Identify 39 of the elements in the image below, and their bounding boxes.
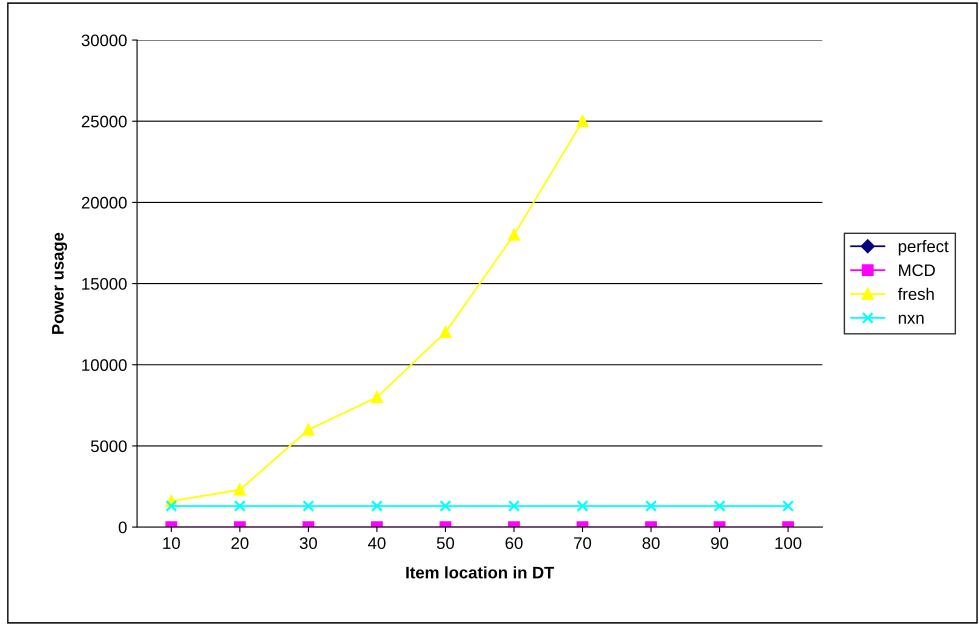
x-tick-label: 90 <box>711 537 728 550</box>
y-tick-label: 5000 <box>90 440 127 452</box>
point <box>371 500 383 512</box>
point <box>576 500 588 512</box>
x-tick-label: 60 <box>506 537 523 550</box>
y-tick-label: 30000 <box>82 34 127 46</box>
y-tick-label: 25000 <box>82 116 127 128</box>
x-tick-label: 80 <box>642 537 660 550</box>
x-tick-label: 10 <box>163 537 180 550</box>
point <box>645 500 657 512</box>
x-axis-title: Item location in DT <box>406 566 554 578</box>
y-axis-title: Power usage <box>52 232 68 334</box>
point <box>576 115 588 128</box>
x-tick-label: 30 <box>300 537 318 550</box>
point <box>302 424 314 436</box>
y-tick-label: 15000 <box>82 278 127 290</box>
legend-label: MCD <box>899 264 935 276</box>
legend-label: perfect <box>898 240 949 256</box>
point <box>165 500 178 512</box>
x-tick-label: 100 <box>775 537 802 550</box>
point <box>234 500 246 512</box>
point <box>508 500 520 512</box>
x-tick-label: 40 <box>368 537 386 550</box>
point <box>302 500 314 512</box>
point <box>440 500 452 512</box>
point <box>508 228 520 241</box>
legend-label: fresh <box>898 288 934 300</box>
point <box>440 326 452 338</box>
point <box>782 500 794 512</box>
y-tick-label: 10000 <box>82 359 127 371</box>
point <box>371 391 383 404</box>
y-tick-label: 20000 <box>82 196 127 209</box>
x-tick-label: 70 <box>574 537 592 550</box>
point <box>714 500 726 512</box>
x-tick-label: 20 <box>231 537 248 550</box>
y-tick-label: 0 <box>118 521 127 534</box>
legend-label: nxn <box>898 314 924 324</box>
point <box>234 484 246 496</box>
x-tick-label: 50 <box>436 537 454 550</box>
